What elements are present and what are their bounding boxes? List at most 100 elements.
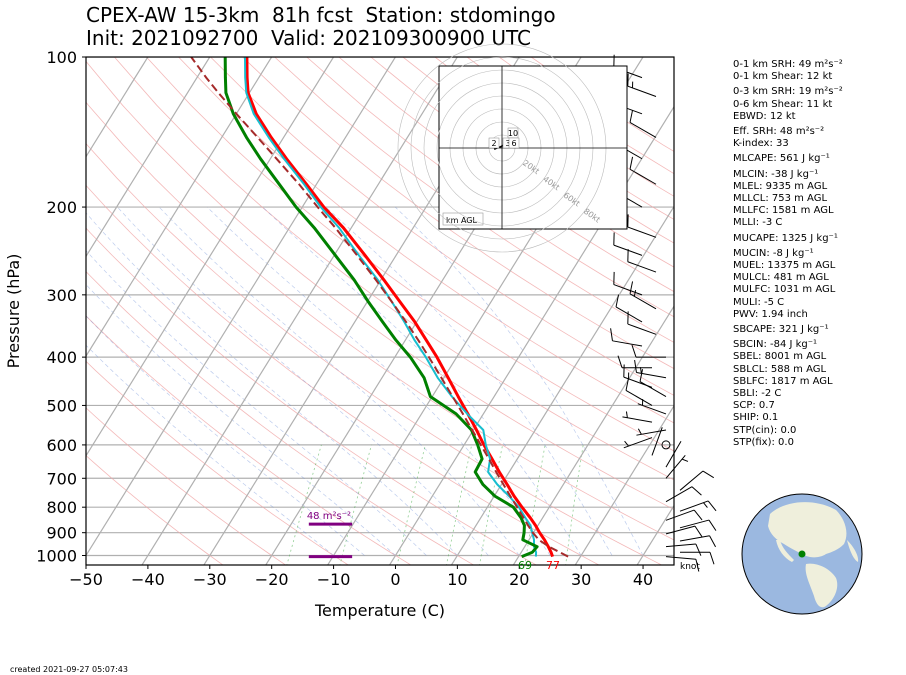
barb-shaft (629, 168, 657, 185)
barb-half (637, 428, 642, 435)
barb-shaft (613, 284, 643, 296)
index-line: 0-1 km Shear: 12 kt (733, 71, 833, 83)
index-line: K-index: 33 (733, 138, 789, 150)
station-globe (741, 493, 863, 615)
wind-barb (680, 551, 715, 565)
moist-adiabat-line (86, 344, 334, 556)
barb-shaft (665, 486, 693, 503)
barb-shaft (627, 323, 657, 335)
barb-flag (695, 543, 702, 556)
barb-flag (694, 525, 703, 537)
y-tick-label: 600 (46, 436, 77, 455)
surface-dewpoint-label: 69 (518, 559, 532, 572)
barb-flag (709, 535, 717, 548)
mixing-ratio-line (479, 444, 503, 565)
barb-shaft (612, 340, 643, 347)
wind-barb (610, 328, 643, 347)
mixing-ratio-line (396, 444, 426, 565)
y-tick-label: 300 (46, 286, 77, 305)
index-line: SHIP: 0.1 (733, 412, 779, 424)
x-axis-label: Temperature (C) (314, 601, 445, 620)
x-tick-label: 30 (571, 570, 591, 589)
wind-barb (665, 525, 703, 537)
dry-adiabat-line (86, 184, 600, 565)
x-tick-label: 40 (633, 570, 653, 589)
wind-barb (623, 437, 653, 449)
title-line-2: Init: 2021092700 Valid: 202109300900 UTC (86, 26, 532, 50)
index-line: STP(fix): 0.0 (733, 436, 794, 448)
index-line: MUCAPE: 1325 J kg⁻¹ (733, 232, 838, 244)
dry-adiabat-line (86, 270, 475, 565)
index-line: MLLCL: 753 m AGL (733, 193, 828, 205)
barb-shaft (636, 372, 667, 379)
station-marker (798, 550, 806, 558)
dry-adiabat-line (338, 57, 674, 293)
profile-lines (190, 57, 569, 558)
wind-barb (629, 281, 657, 310)
wind-barb (627, 249, 657, 273)
y-tick-label: 800 (46, 498, 77, 517)
index-line: SBCAPE: 321 J kg⁻¹ (733, 324, 829, 336)
barb-flag (707, 500, 717, 512)
isotherm-line (574, 404, 674, 565)
wind-barb (661, 440, 671, 450)
hodo-height-box (508, 137, 520, 149)
hodo-height-label: 2 (491, 139, 496, 148)
dry-adiabat-line (86, 407, 287, 565)
x-tick-label: −30 (193, 570, 227, 589)
barb-half (633, 290, 637, 297)
moist-adiabat-line (86, 315, 365, 556)
x-tick-label: 10 (447, 570, 467, 589)
moist-adiabat-line (86, 284, 396, 556)
x-tick-label: −20 (255, 570, 289, 589)
index-line: SCP: 0.7 (733, 400, 775, 412)
wind-barb (636, 428, 667, 436)
srh-bar-label: 48 m²s⁻² (307, 511, 351, 522)
barb-flag (691, 486, 702, 496)
dry-adiabat-line (274, 57, 674, 343)
barb-shaft (665, 509, 695, 521)
index-line: 0-6 km Shear: 11 kt (733, 98, 833, 110)
barb-shaft (679, 470, 704, 491)
wind-barb (613, 271, 643, 296)
index-line: MULI: -5 C (733, 296, 785, 308)
parcel-line (190, 57, 569, 558)
wind-barb (679, 535, 717, 548)
index-line: SBLCL: 588 m AGL (733, 363, 827, 375)
barb-shaft (625, 390, 653, 406)
barb-flag (702, 470, 715, 479)
title-line-1: CPEX-AW 15-3km 81h fcst Station: stdomin… (86, 3, 556, 27)
wind-barb (627, 311, 657, 335)
barb-shaft (615, 306, 643, 323)
background-lines (86, 57, 674, 565)
mixing-ratio-line (565, 444, 584, 565)
x-tick-label: −50 (69, 570, 103, 589)
barb-shaft (627, 261, 657, 273)
moist-adiabat-line (395, 206, 644, 556)
barb-flag (615, 294, 620, 308)
wind-barb (665, 454, 689, 479)
wind-barb (617, 355, 652, 369)
barb-shaft (679, 519, 710, 529)
surface-temperature-label: 77 (546, 559, 560, 572)
hodo-height-label: 6 (511, 139, 516, 148)
barb-shaft (613, 244, 643, 256)
wind-barb (623, 364, 653, 388)
mixing-ratio-line (339, 444, 372, 565)
wind-barb (625, 377, 653, 406)
index-line: 0-1 km SRH: 49 m²s⁻² (733, 59, 843, 70)
barb-flag (631, 344, 637, 358)
isotherm-line (86, 57, 149, 158)
wind-barb (613, 232, 643, 256)
y-tick-label: 900 (46, 524, 77, 543)
dry-adiabat-line (306, 57, 674, 318)
created-timestamp: created 2021-09-27 05:07:43 (10, 665, 128, 674)
wind-barb (679, 500, 717, 512)
temperature-line (245, 57, 555, 558)
index-line: MLLI: -3 C (733, 217, 783, 229)
isotherm-line (141, 57, 458, 565)
barb-half (681, 458, 689, 462)
moist-adiabat-line (262, 206, 582, 556)
